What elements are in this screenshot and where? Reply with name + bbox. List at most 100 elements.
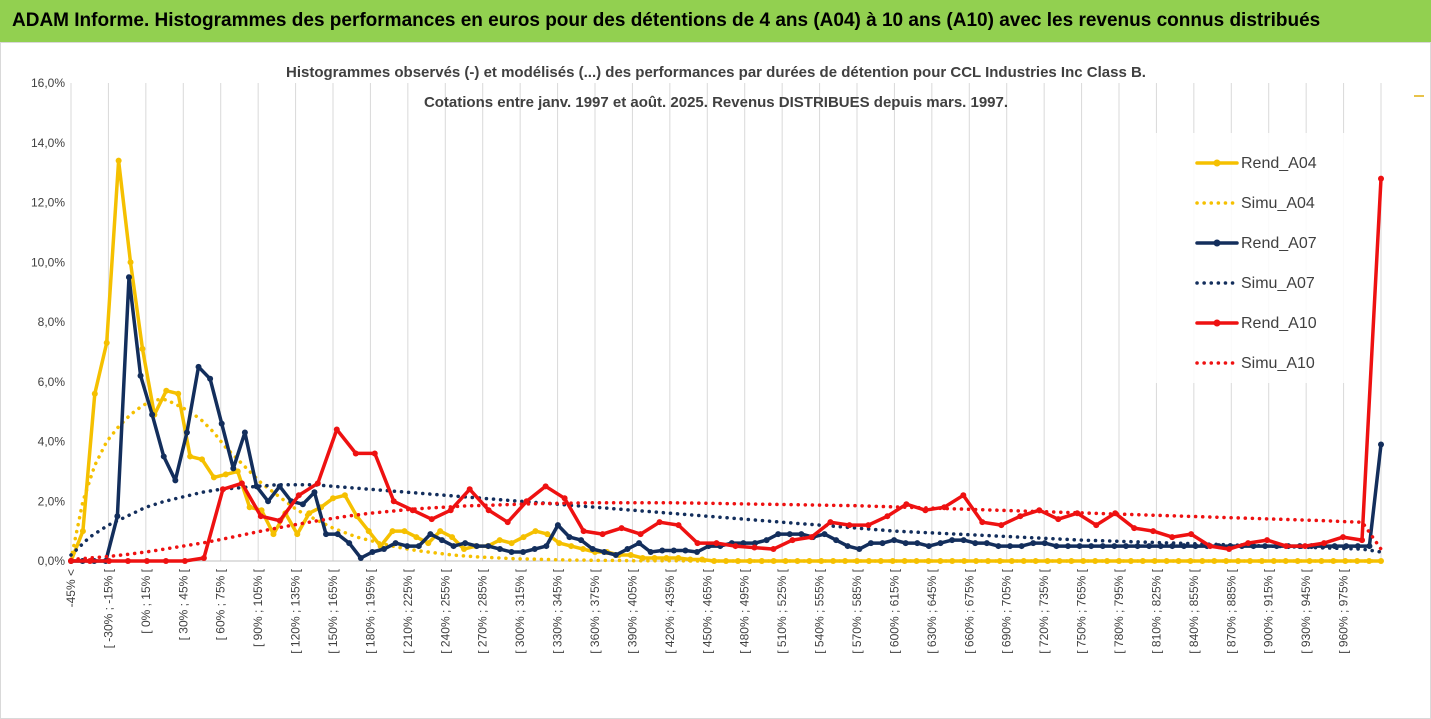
data-point bbox=[1064, 543, 1071, 550]
x-tick-label: [ 600% ; 615% [ bbox=[887, 568, 901, 653]
data-point bbox=[466, 486, 473, 493]
data-point bbox=[751, 544, 758, 551]
series-line-simu_a04 bbox=[69, 397, 1383, 563]
data-point bbox=[508, 540, 515, 547]
data-point bbox=[554, 522, 561, 529]
data-point bbox=[1111, 543, 1118, 550]
data-point bbox=[369, 549, 376, 556]
data-point bbox=[1378, 441, 1384, 448]
x-tick-label: [ 180% ; 195% [ bbox=[363, 568, 377, 653]
data-point bbox=[561, 495, 568, 502]
data-point bbox=[461, 546, 467, 553]
data-point bbox=[694, 549, 701, 556]
data-point bbox=[675, 522, 682, 529]
data-point bbox=[637, 531, 644, 538]
data-point bbox=[1330, 558, 1337, 564]
x-tick-label: [ 540% ; 555% [ bbox=[813, 568, 827, 653]
data-point bbox=[636, 540, 643, 547]
data-point bbox=[392, 540, 399, 547]
data-point bbox=[531, 546, 538, 553]
data-point bbox=[1146, 543, 1153, 550]
data-point bbox=[568, 543, 575, 550]
x-tick-label: [ 450% ; 465% [ bbox=[700, 568, 714, 653]
data-point bbox=[599, 531, 606, 538]
data-point bbox=[846, 522, 853, 529]
data-point bbox=[889, 558, 896, 564]
x-tick-label: [ 840% ; 855% [ bbox=[1187, 568, 1201, 653]
data-point bbox=[415, 543, 422, 550]
chart-container: 0,0% 2,0% 4,0% 6,0% 8,0% 10,0% 12,0% 14,0% 16,0%… bbox=[0, 42, 1431, 719]
data-point bbox=[995, 543, 1002, 550]
y-tick-label: 10,0% bbox=[31, 255, 65, 269]
data-point bbox=[1093, 522, 1100, 529]
chart-title: Histogrammes observés (-) et modélisés (… bbox=[286, 64, 1146, 81]
data-point bbox=[1131, 525, 1138, 532]
y-tick-label: 2,0% bbox=[38, 494, 66, 508]
data-point bbox=[1150, 528, 1157, 535]
data-point bbox=[798, 531, 805, 538]
x-tick-label: -45% < bbox=[64, 569, 78, 607]
data-point bbox=[1055, 516, 1062, 523]
legend-marker bbox=[1213, 319, 1221, 327]
data-point bbox=[983, 540, 990, 547]
data-point bbox=[542, 483, 549, 490]
data-point bbox=[219, 486, 226, 493]
data-point bbox=[181, 558, 188, 564]
data-point bbox=[789, 537, 796, 544]
data-point bbox=[1223, 558, 1230, 564]
data-point bbox=[115, 157, 122, 164]
data-point bbox=[1068, 558, 1075, 564]
x-tick-label: [ 300% ; 315% [ bbox=[513, 568, 527, 653]
legend-label: Rend_A04 bbox=[1241, 155, 1317, 172]
legend-label: Simu_A10 bbox=[1241, 355, 1315, 372]
data-point bbox=[253, 483, 260, 490]
data-point bbox=[833, 537, 840, 544]
data-point bbox=[352, 450, 359, 457]
data-point bbox=[323, 531, 330, 538]
y-tick-label: 16,0% bbox=[31, 76, 65, 90]
x-tick-label: [ 960% ; 975% [ bbox=[1337, 568, 1351, 653]
data-point bbox=[357, 555, 364, 562]
series-line-rend_a10 bbox=[69, 176, 1383, 563]
data-point bbox=[1088, 543, 1095, 550]
data-point bbox=[891, 537, 898, 544]
performance-histogram-chart: 0,0% 2,0% 4,0% 6,0% 8,0% 10,0% 12,0% 14,0% 16,0%… bbox=[31, 64, 1384, 654]
x-tick-label: [ 90% ; 105% [ bbox=[251, 568, 265, 647]
data-point bbox=[879, 540, 886, 547]
data-point bbox=[438, 537, 445, 544]
y-tick-label: 6,0% bbox=[38, 375, 66, 389]
data-point bbox=[925, 558, 932, 564]
data-point bbox=[371, 450, 378, 457]
x-tick-label: [ 750% ; 765% [ bbox=[1075, 568, 1089, 653]
data-point bbox=[1207, 543, 1214, 550]
chart-legend: Rend_A04 Simu_A04 Rend_A07 Simu_A07 Rend_A10… bbox=[1147, 133, 1347, 383]
data-point bbox=[1151, 558, 1158, 564]
data-point bbox=[732, 543, 739, 550]
x-tick-label: [ 30% ; 45% [ bbox=[176, 568, 190, 640]
data-point bbox=[1264, 537, 1271, 544]
data-point bbox=[1245, 540, 1252, 547]
data-point bbox=[1378, 175, 1384, 182]
data-point bbox=[1294, 558, 1301, 564]
data-point bbox=[195, 363, 202, 370]
data-point bbox=[1116, 558, 1122, 564]
data-point bbox=[775, 531, 782, 538]
data-point bbox=[496, 537, 503, 544]
data-point bbox=[960, 492, 967, 499]
data-point bbox=[1053, 543, 1060, 550]
data-point bbox=[902, 540, 909, 547]
data-point bbox=[624, 546, 631, 553]
data-point bbox=[543, 543, 550, 550]
data-point bbox=[124, 558, 131, 564]
data-point bbox=[1030, 540, 1037, 547]
data-point bbox=[257, 513, 264, 520]
legend-label: Simu_A07 bbox=[1241, 275, 1315, 292]
data-point bbox=[314, 480, 321, 487]
data-point bbox=[149, 411, 156, 418]
y-tick-label: 4,0% bbox=[38, 435, 66, 449]
data-point bbox=[580, 546, 587, 553]
chart-subtitle: Cotations entre janv. 1997 et août. 2025… bbox=[424, 94, 1008, 111]
data-point bbox=[1180, 543, 1187, 550]
data-point bbox=[365, 528, 372, 535]
data-point bbox=[865, 522, 872, 529]
